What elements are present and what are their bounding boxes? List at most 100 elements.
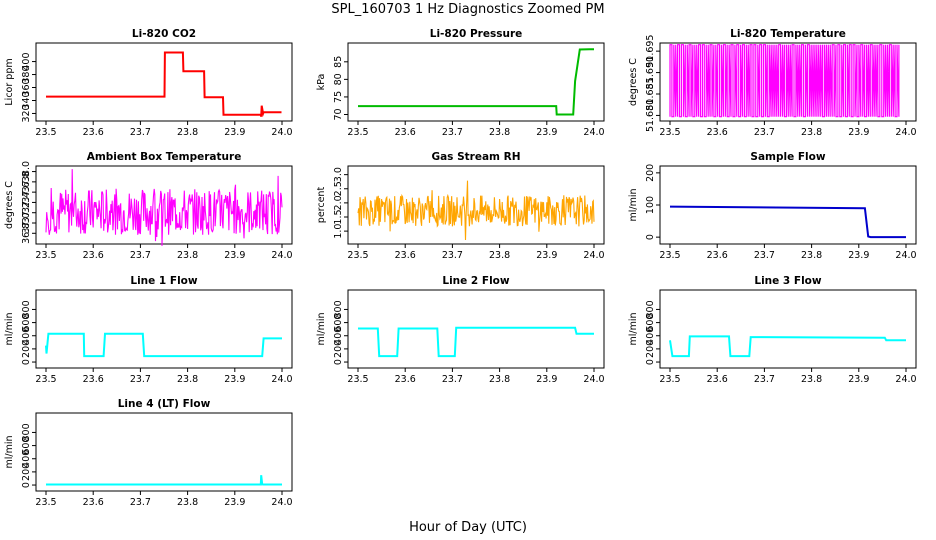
y-tick-label: 400 <box>645 327 656 345</box>
series-trace <box>669 335 906 358</box>
y-tick-label: 800 <box>21 300 32 318</box>
panel-line-2-flow: Line 2 Flow 23.5 23.6 23.7 23.8 23.9 24.0 02004… <box>316 275 605 385</box>
y-tick-label: 38.0 <box>21 161 32 182</box>
plot-frame <box>659 165 917 245</box>
x-tick-label: 23.7 <box>754 127 775 138</box>
y-tick-label: 200 <box>645 340 656 358</box>
y-tick-label: 51.685 <box>645 77 656 110</box>
panel-li-820-temperature: Li-820 Temperature 23.5 23.6 23.7 23.8 23.9 24… <box>628 28 917 138</box>
x-tick-label: 23.9 <box>848 250 869 261</box>
x-tick-label: 23.6 <box>707 250 728 261</box>
y-tick-label: 80 <box>333 73 344 85</box>
series-line <box>358 48 594 116</box>
panel-title: Li-820 CO2 <box>132 28 196 40</box>
y-tick-label: 51.680 <box>645 99 656 132</box>
series-trace <box>46 475 282 486</box>
y-tick-label: 1.5 <box>333 209 344 224</box>
panel-title: Line 3 Flow <box>754 275 821 287</box>
x-tick-label: 23.6 <box>707 374 728 385</box>
y-tick-label: 51.690 <box>645 56 656 89</box>
y-tick-label: 200 <box>21 340 32 358</box>
x-tick-label: 23.5 <box>35 374 56 385</box>
x-tick-label: 23.5 <box>659 250 680 261</box>
x-tick-label: 23.7 <box>754 374 775 385</box>
y-tick-label: 2.5 <box>333 181 344 196</box>
panel-gas-stream-rh: Gas Stream RH 23.5 23.6 23.7 23.8 23.9 24.0 1.0… <box>316 151 605 261</box>
panel-li-820-pressure: Li-820 Pressure 23.5 23.6 23.7 23.8 23.9 24.0 7… <box>316 28 605 138</box>
panel-title: Sample Flow <box>750 151 825 163</box>
plot-frame <box>659 42 917 122</box>
x-tick-label: 23.6 <box>707 127 728 138</box>
x-tick-label: 24.0 <box>895 374 916 385</box>
y-tick-label: 0 <box>645 234 656 240</box>
x-tick-label: 23.7 <box>130 127 151 138</box>
y-tick-label: 400 <box>333 327 344 345</box>
series-trace <box>669 44 900 118</box>
y-tick-label: 0 <box>645 359 656 365</box>
x-tick-label: 24.0 <box>271 127 292 138</box>
x-tick-label: 23.9 <box>224 374 245 385</box>
x-tick-label: 23.8 <box>177 497 198 508</box>
x-tick-label: 23.7 <box>442 374 463 385</box>
y-tick-label: 3.0 <box>333 167 344 182</box>
x-tick-label: 23.5 <box>35 250 56 261</box>
figure-x-label: Hour of Day (UTC) <box>409 520 527 535</box>
x-tick-label: 23.8 <box>489 374 510 385</box>
x-tick-label: 23.7 <box>442 250 463 261</box>
y-axis-label: percent <box>316 187 327 224</box>
y-tick-label: 400 <box>21 52 32 70</box>
x-tick-label: 23.9 <box>848 127 869 138</box>
panel-title: Line 2 Flow <box>442 275 509 287</box>
series-line <box>669 205 906 239</box>
x-tick-label: 23.8 <box>177 127 198 138</box>
y-tick-label: 340 <box>21 91 32 109</box>
x-tick-label: 23.6 <box>83 374 104 385</box>
panel-title: Gas Stream RH <box>431 151 520 163</box>
x-tick-label: 23.5 <box>347 127 368 138</box>
x-tick-label: 23.8 <box>177 250 198 261</box>
series-line <box>669 335 906 358</box>
plot-frame <box>347 165 605 245</box>
y-tick-label: 600 <box>21 314 32 332</box>
x-tick-label: 24.0 <box>271 497 292 508</box>
x-tick-label: 23.6 <box>395 374 416 385</box>
x-tick-label: 23.8 <box>489 127 510 138</box>
plot-frame <box>35 289 293 369</box>
y-tick-label: 380 <box>21 65 32 83</box>
x-tick-label: 23.5 <box>35 497 56 508</box>
x-tick-label: 23.6 <box>83 127 104 138</box>
y-tick-label: 37.6 <box>21 182 32 203</box>
y-tick-label: 100 <box>645 196 656 214</box>
series-trace <box>358 48 594 116</box>
y-tick-label: 400 <box>21 450 32 468</box>
y-tick-label: 200 <box>21 463 32 481</box>
y-axis-label: ml/min <box>4 312 15 345</box>
panel-title: Li-820 Temperature <box>730 28 846 40</box>
series-line <box>357 180 595 241</box>
y-tick-label: 37.4 <box>21 192 32 213</box>
panel-title: Li-820 Pressure <box>430 28 523 40</box>
x-tick-label: 23.8 <box>801 374 822 385</box>
y-tick-label: 200 <box>645 164 656 182</box>
x-tick-label: 24.0 <box>271 374 292 385</box>
x-tick-label: 23.9 <box>224 250 245 261</box>
y-tick-label: 37.8 <box>21 171 32 192</box>
y-axis-label: ml/min <box>316 312 327 345</box>
series-trace <box>358 326 594 358</box>
panel-grid: Li-820 CO2 23.5 23.6 23.7 23.8 23.9 24.0 320340… <box>4 28 917 508</box>
x-tick-label: 23.5 <box>35 127 56 138</box>
y-tick-label: 75 <box>333 91 344 103</box>
y-tick-label: 800 <box>21 423 32 441</box>
x-tick-label: 23.6 <box>395 250 416 261</box>
x-tick-label: 23.8 <box>177 374 198 385</box>
x-tick-label: 23.9 <box>536 127 557 138</box>
panel-title: Line 1 Flow <box>130 275 197 287</box>
x-tick-label: 24.0 <box>895 127 916 138</box>
x-tick-label: 23.7 <box>754 250 775 261</box>
series-line <box>358 326 594 358</box>
panel-title: Ambient Box Temperature <box>87 151 242 163</box>
x-tick-label: 23.7 <box>130 374 151 385</box>
x-tick-label: 23.9 <box>536 250 557 261</box>
x-tick-label: 23.6 <box>83 250 104 261</box>
series-line <box>45 169 283 246</box>
